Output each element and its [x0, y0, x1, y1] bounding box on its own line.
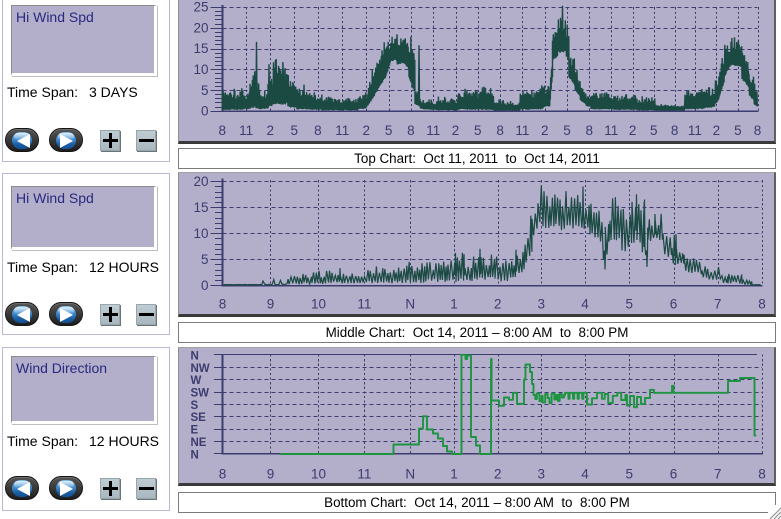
svg-text:20: 20	[193, 21, 208, 36]
svg-text:8: 8	[219, 296, 227, 311]
svg-text:S: S	[191, 400, 199, 412]
svg-text:8: 8	[758, 296, 766, 311]
svg-text:5: 5	[201, 252, 209, 267]
svg-text:3: 3	[538, 467, 546, 482]
svg-text:5: 5	[563, 123, 571, 138]
svg-text:1: 1	[450, 467, 458, 482]
svg-text:NE: NE	[191, 437, 207, 449]
svg-text:W: W	[191, 375, 202, 387]
svg-text:8: 8	[758, 467, 766, 482]
svg-text:8: 8	[754, 123, 762, 138]
svg-text:11: 11	[426, 123, 440, 138]
svg-text:10: 10	[193, 62, 208, 77]
svg-text:0: 0	[201, 278, 209, 293]
svg-text:5: 5	[734, 123, 742, 138]
svg-text:2: 2	[629, 123, 637, 138]
svg-text:4: 4	[581, 467, 589, 482]
svg-text:8: 8	[496, 123, 504, 138]
svg-text:5: 5	[626, 467, 634, 482]
svg-text:4: 4	[581, 296, 589, 311]
svg-text:3: 3	[538, 296, 546, 311]
svg-text:11: 11	[335, 123, 349, 138]
svg-text:6: 6	[670, 296, 678, 311]
svg-text:10: 10	[193, 226, 208, 241]
svg-text:5: 5	[290, 123, 298, 138]
svg-text:2: 2	[541, 123, 549, 138]
svg-text:8: 8	[219, 467, 227, 482]
svg-text:6: 6	[670, 467, 678, 482]
svg-text:11: 11	[239, 123, 253, 138]
svg-text:9: 9	[267, 296, 275, 311]
svg-text:N: N	[405, 467, 415, 482]
svg-text:NW: NW	[191, 363, 210, 375]
svg-text:N: N	[191, 449, 199, 461]
svg-text:E: E	[191, 425, 199, 437]
svg-text:0: 0	[201, 104, 209, 119]
svg-text:2: 2	[713, 123, 721, 138]
svg-text:11: 11	[515, 123, 529, 138]
svg-text:SE: SE	[191, 412, 207, 424]
svg-text:7: 7	[714, 467, 722, 482]
svg-text:5: 5	[650, 123, 658, 138]
svg-text:25: 25	[193, 0, 208, 15]
svg-text:2: 2	[494, 296, 502, 311]
svg-text:9: 9	[267, 467, 275, 482]
svg-text:SW: SW	[191, 388, 210, 400]
svg-text:1: 1	[450, 296, 458, 311]
svg-text:5: 5	[385, 123, 393, 138]
svg-text:N: N	[405, 296, 415, 311]
svg-text:10: 10	[311, 296, 326, 311]
svg-text:11: 11	[604, 123, 618, 138]
svg-text:5: 5	[474, 123, 482, 138]
svg-text:7: 7	[714, 296, 722, 311]
svg-text:2: 2	[452, 123, 460, 138]
svg-text:2: 2	[363, 123, 371, 138]
svg-text:2: 2	[494, 467, 502, 482]
svg-text:10: 10	[311, 467, 326, 482]
svg-text:N: N	[191, 351, 199, 363]
svg-text:2: 2	[266, 123, 274, 138]
svg-text:11: 11	[357, 296, 371, 311]
svg-text:20: 20	[193, 174, 208, 189]
svg-text:8: 8	[671, 123, 679, 138]
svg-text:15: 15	[193, 200, 208, 215]
svg-text:8: 8	[219, 123, 227, 138]
svg-text:11: 11	[357, 467, 371, 482]
svg-text:8: 8	[407, 123, 415, 138]
svg-text:8: 8	[314, 123, 322, 138]
svg-text:11: 11	[688, 123, 702, 138]
svg-text:15: 15	[193, 41, 208, 56]
svg-text:8: 8	[586, 123, 594, 138]
svg-text:5: 5	[201, 83, 209, 98]
svg-text:5: 5	[626, 296, 634, 311]
